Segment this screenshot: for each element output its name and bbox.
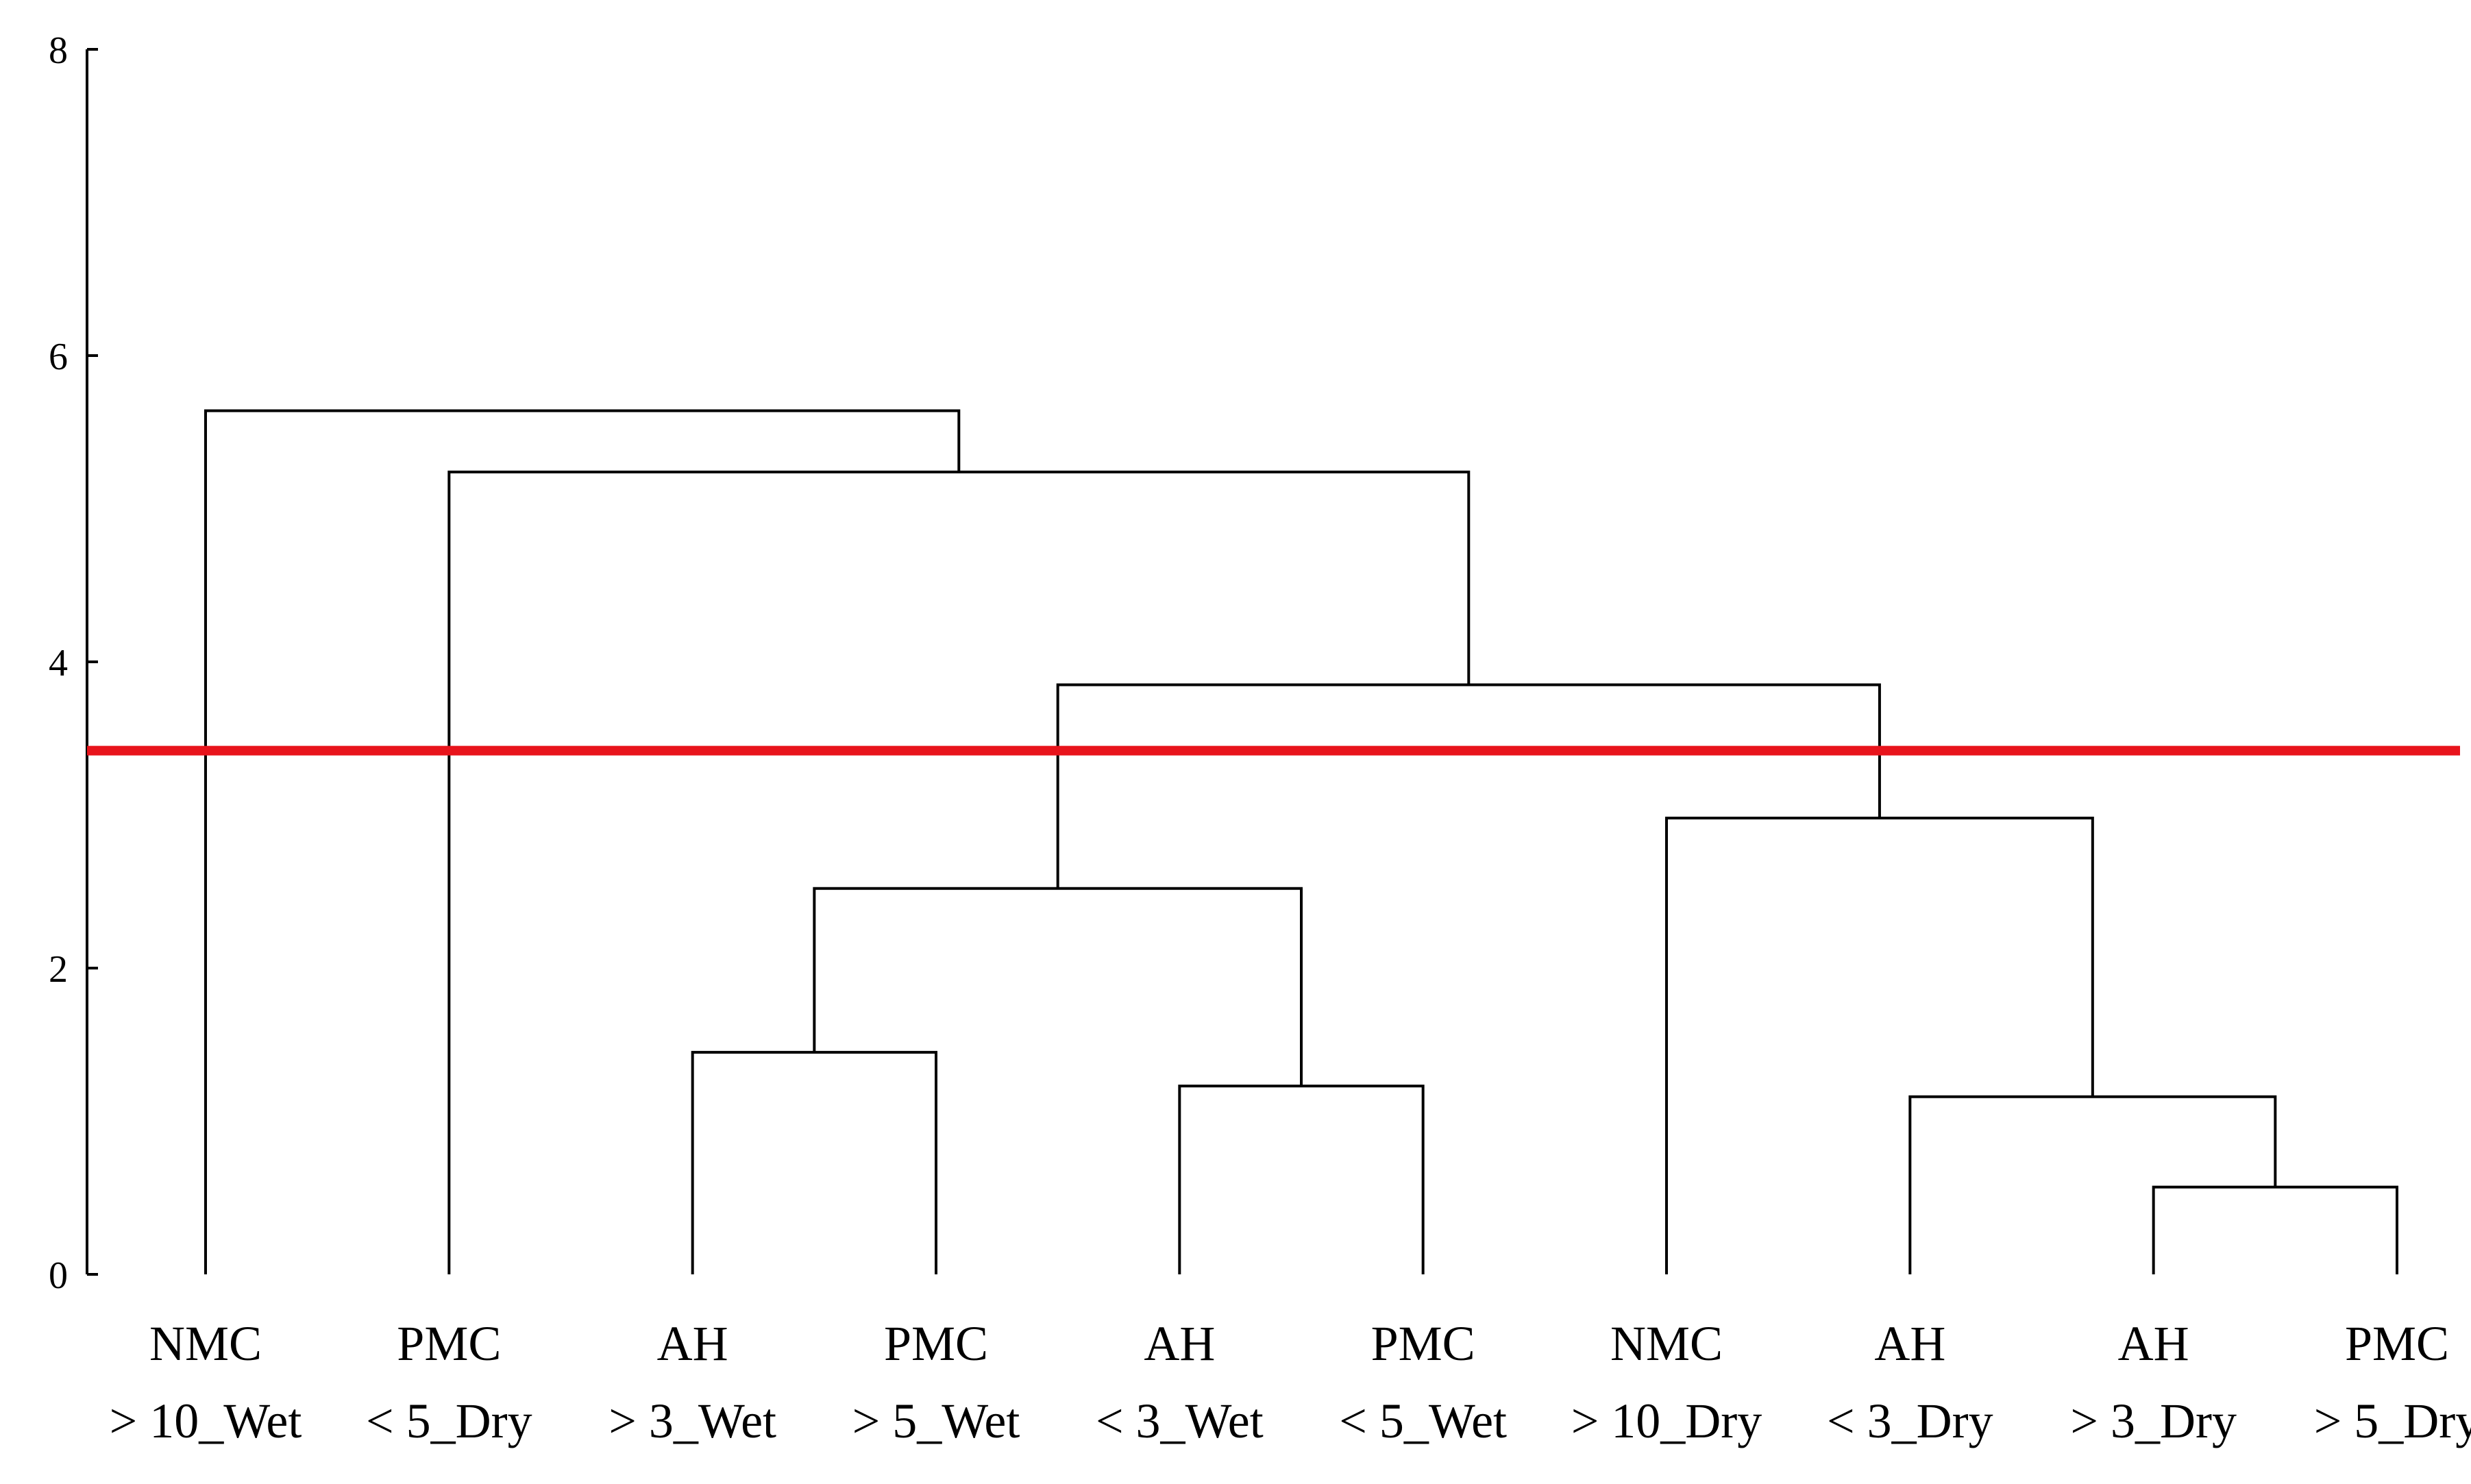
leaf-label-condition: < 3_Wet (1096, 1394, 1264, 1448)
dendrogram-link-m9 (204, 409, 961, 1274)
leaf-label-condition: > 5_Dry (2314, 1394, 2471, 1448)
dendrogram-link-m5 (813, 887, 1303, 1087)
y-tick-label: 2 (49, 948, 68, 991)
leaf-label-name: PMC (2345, 1316, 2449, 1371)
dendrogram-link-m6 (1665, 816, 2094, 1274)
leaf-label-condition: < 5_Dry (366, 1394, 532, 1448)
leaf-label-condition: > 5_Wet (852, 1394, 1020, 1448)
dendrogram-link-m4 (691, 1050, 937, 1274)
dendrogram-link-m3 (1178, 1085, 1425, 1274)
leaf-label-condition: < 5_Wet (1339, 1394, 1507, 1448)
y-tick-label: 4 (49, 642, 68, 684)
leaf-label-name: AH (1874, 1316, 1945, 1371)
y-tick-label: 8 (49, 29, 68, 72)
dendrogram-links (204, 409, 2398, 1274)
dendrogram-link-m8 (447, 470, 1471, 1274)
y-axis: 0 2 4 6 8 (49, 29, 98, 1297)
leaf-label-condition: > 10_Dry (1571, 1394, 1762, 1448)
leaf-label-name: NMC (149, 1316, 262, 1371)
dendrogram-link-m1 (2152, 1185, 2398, 1274)
leaf-label-condition: < 3_Dry (1827, 1394, 1993, 1448)
dendrogram-link-m2 (1908, 1095, 2277, 1274)
leaf-label-condition: > 3_Wet (608, 1394, 776, 1448)
leaf-label-condition: > 3_Dry (2070, 1394, 2237, 1448)
leaf-label-name: AH (1144, 1316, 1215, 1371)
leaf-label-name: PMC (397, 1316, 501, 1371)
leaf-labels: NMC > 10_Wet PMC < 5_Dry AH > 3_Wet PMC > 5_Wet… (110, 1316, 2471, 1448)
leaf-label-name: NMC (1610, 1316, 1723, 1371)
leaf-label-name: PMC (884, 1316, 988, 1371)
dendrogram-link-m7 (1056, 683, 1881, 889)
leaf-label-condition: > 10_Wet (110, 1394, 302, 1448)
leaf-label-name: PMC (1371, 1316, 1475, 1371)
y-tick-label: 6 (49, 336, 68, 378)
y-tick-label: 0 (49, 1254, 68, 1297)
leaf-label-name: AH (657, 1316, 728, 1371)
leaf-label-name: AH (2118, 1316, 2189, 1371)
